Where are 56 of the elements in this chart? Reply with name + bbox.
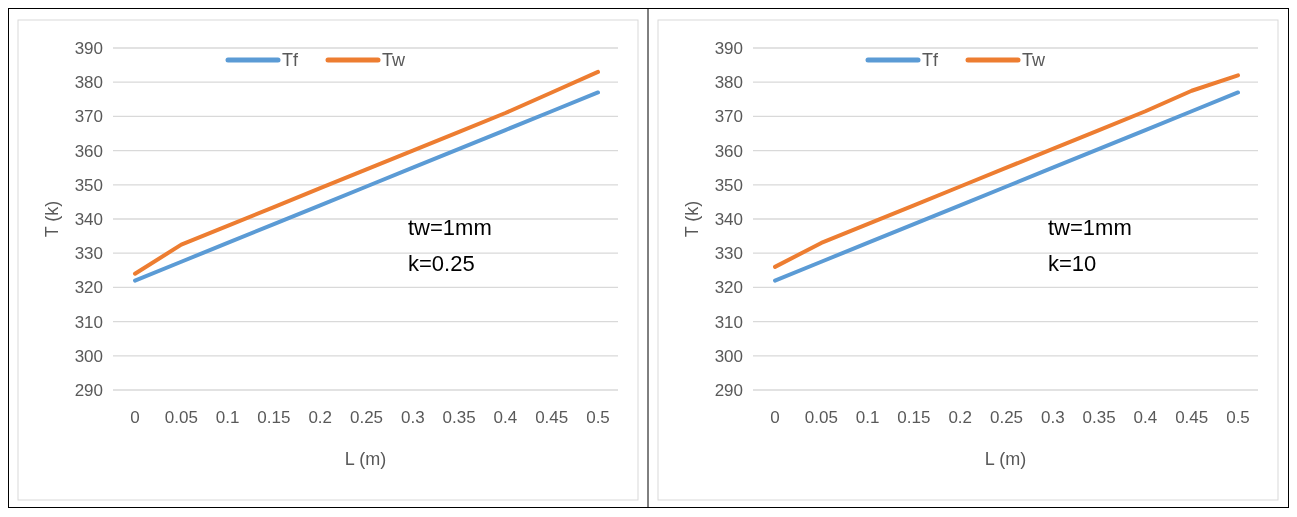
y-tick-label: 360 (74, 141, 103, 161)
y-tick-label: 350 (714, 175, 743, 195)
y-axis-title: T (k) (682, 200, 702, 238)
annotation: k=0.25 (408, 251, 475, 276)
legend-label: Tw (382, 50, 406, 71)
x-tick-label: 0.05 (164, 408, 198, 427)
y-tick-label: 380 (74, 73, 103, 93)
x-tick-label: 0.15 (897, 408, 931, 427)
x-axis-title: L (m) (344, 449, 387, 469)
y-tick-label: 290 (74, 380, 103, 400)
x-tick-label: 0.4 (1133, 408, 1158, 427)
x-tick-label: 0.3 (400, 408, 425, 427)
y-tick-label: 310 (714, 312, 743, 332)
y-tick-label: 380 (714, 73, 743, 93)
y-tick-label: 330 (74, 244, 103, 264)
x-tick-label: 0 (770, 408, 780, 427)
y-tick-label: 320 (714, 278, 743, 298)
x-tick-label: 0.15 (257, 408, 291, 427)
y-tick-label: 370 (74, 107, 103, 127)
x-tick-label: 0.2 (948, 408, 973, 427)
y-tick-label: 310 (74, 312, 103, 332)
x-tick-label: 0.2 (308, 408, 333, 427)
y-tick-label: 320 (74, 278, 103, 298)
x-tick-label: 0.45 (535, 408, 569, 427)
y-tick-label: 390 (714, 38, 743, 58)
legend-label: Tf (922, 50, 939, 71)
x-tick-label: 0.05 (804, 408, 838, 427)
y-tick-label: 360 (714, 141, 743, 161)
annotation: tw=1mm (408, 215, 492, 240)
x-tick-label: 0.35 (442, 408, 476, 427)
x-tick-label: 0.25 (989, 408, 1024, 427)
x-tick-label: 0.35 (1082, 408, 1116, 427)
x-tick-label: 0.45 (1175, 408, 1209, 427)
y-tick-label: 370 (714, 107, 743, 127)
x-tick-label: 0.25 (349, 408, 384, 427)
x-tick-label: 0 (130, 408, 140, 427)
y-tick-label: 330 (714, 244, 743, 264)
y-tick-label: 340 (74, 209, 103, 229)
x-tick-label: 0.5 (1226, 408, 1250, 427)
y-tick-label: 340 (714, 209, 743, 229)
x-tick-label: 0.4 (493, 408, 518, 427)
x-tick-label: 0.5 (586, 408, 610, 427)
annotation: k=10 (1048, 251, 1097, 276)
x-tick-label: 0.1 (855, 408, 880, 427)
x-tick-label: 0.1 (215, 408, 240, 427)
legend-label: Tw (1022, 50, 1046, 71)
y-tick-label: 290 (714, 380, 743, 400)
y-axis-title: T (k) (42, 200, 62, 238)
legend-label: Tf (282, 50, 299, 71)
y-tick-label: 300 (714, 346, 743, 366)
y-tick-label: 350 (74, 175, 103, 195)
x-tick-label: 0.3 (1040, 408, 1065, 427)
y-tick-label: 300 (74, 346, 103, 366)
y-tick-label: 390 (74, 38, 103, 58)
annotation: tw=1mm (1048, 215, 1132, 240)
x-axis-title: L (m) (984, 449, 1027, 469)
